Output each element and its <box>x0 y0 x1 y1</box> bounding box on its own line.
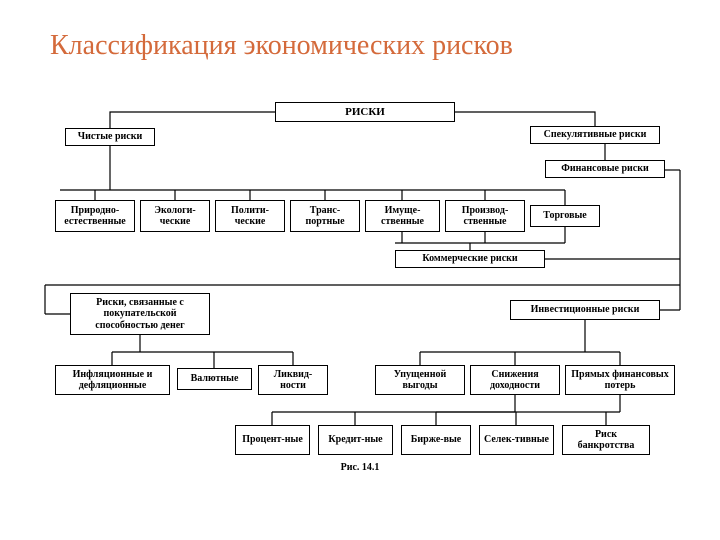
node-eco: Экологи-ческие <box>140 200 210 232</box>
node-spec: Спекулятивные риски <box>530 126 660 144</box>
node-pryam: Прямых финансовых потерь <box>565 365 675 395</box>
node-polit: Полити-ческие <box>215 200 285 232</box>
node-selek: Селек-тивные <box>479 425 554 455</box>
node-comm: Коммерческие риски <box>395 250 545 268</box>
connector-lines <box>0 0 720 540</box>
node-upush: Упущенной выгоды <box>375 365 465 395</box>
node-invest: Инвестиционные риски <box>510 300 660 320</box>
node-valut: Валютные <box>177 368 252 390</box>
node-buypower: Риски, связанные с покупательской способ… <box>70 293 210 335</box>
node-infl: Инфляционные и дефляционные <box>55 365 170 395</box>
node-kred: Кредит-ные <box>318 425 393 455</box>
risk-tree-diagram: РИСКИ Чистые риски Спекулятивные риски Ф… <box>0 0 720 540</box>
node-pure: Чистые риски <box>65 128 155 146</box>
node-transp: Транс-портные <box>290 200 360 232</box>
node-snij: Снижения доходности <box>470 365 560 395</box>
node-natural: Природно-естественные <box>55 200 135 232</box>
node-proc: Процент-ные <box>235 425 310 455</box>
figure-caption: Рис. 14.1 <box>0 462 720 473</box>
node-bankr: Риск банкротства <box>562 425 650 455</box>
node-likv: Ликвид-ности <box>258 365 328 395</box>
node-root: РИСКИ <box>275 102 455 122</box>
node-imush: Имуще-ственные <box>365 200 440 232</box>
node-birj: Бирже-вые <box>401 425 471 455</box>
node-fin: Финансовые риски <box>545 160 665 178</box>
node-proizv: Производ-ственные <box>445 200 525 232</box>
node-torg: Торговые <box>530 205 600 227</box>
